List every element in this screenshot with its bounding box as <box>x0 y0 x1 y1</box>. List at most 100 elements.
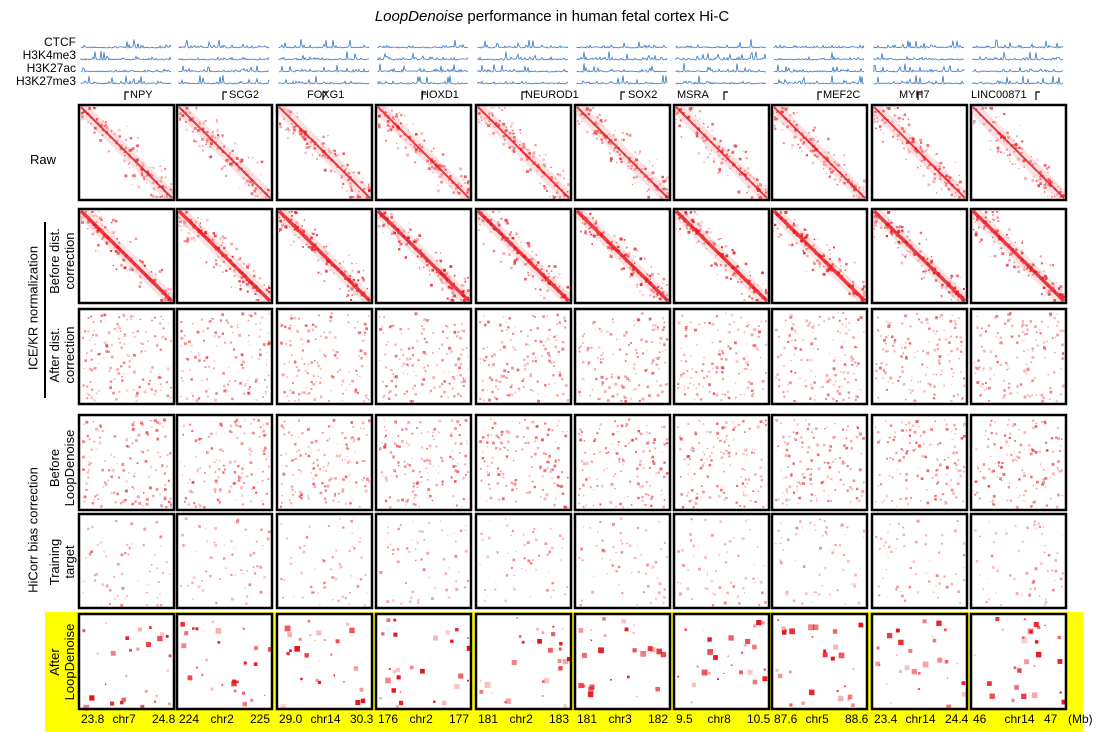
contact-pixel <box>314 474 318 477</box>
contact-pixel <box>441 483 444 486</box>
contact-pixel <box>1009 318 1012 320</box>
contact-pixel <box>291 225 293 227</box>
contact-pixel <box>364 489 368 493</box>
contact-pixel <box>333 272 335 274</box>
contact-pixel <box>739 272 741 274</box>
contact-pixel <box>828 265 831 267</box>
gene-label-msra: MSRA <box>677 89 709 101</box>
contact-pixel <box>213 488 217 491</box>
contact-pixel <box>414 248 416 251</box>
contact-pixel <box>1041 400 1044 403</box>
contact-pixel <box>437 167 441 171</box>
contact-pixel <box>1053 317 1056 320</box>
contact-pixel <box>857 196 861 199</box>
contact-pixel <box>597 123 599 125</box>
contact-pixel <box>726 149 730 152</box>
contact-pixel <box>407 130 409 132</box>
contact-pixel <box>179 220 182 224</box>
contact-pixel <box>904 255 907 258</box>
contact-pixel <box>705 139 708 141</box>
contact-pixel <box>1042 396 1045 400</box>
contact-pixel <box>1049 314 1053 317</box>
contact-pixel <box>640 338 643 342</box>
contact-pixel <box>610 135 612 137</box>
contact-pixel <box>597 398 600 401</box>
contact-pixel <box>142 262 144 265</box>
contact-pixel <box>329 316 333 319</box>
contact-pixel <box>556 182 559 184</box>
contact-pixel <box>909 250 912 253</box>
contact-pixel <box>905 355 908 358</box>
contact-pixel <box>390 475 392 477</box>
contact-pixel <box>827 151 831 155</box>
contact-pixel <box>267 455 269 457</box>
contact-pixel <box>424 369 427 372</box>
contact-pixel <box>478 112 481 115</box>
contact-pixel <box>976 315 979 318</box>
contact-pixel <box>749 275 751 277</box>
contact-pixel <box>341 186 343 188</box>
contact-pixel <box>921 264 923 267</box>
track-ctcf-linc00871 <box>972 39 1063 49</box>
contact-pixel <box>661 328 665 332</box>
contact-pixel <box>320 377 322 379</box>
contact-pixel <box>197 397 201 400</box>
contact-pixel <box>936 274 939 277</box>
contact-pixel <box>760 357 762 359</box>
contact-pixel <box>1044 274 1047 278</box>
contact-pixel <box>679 228 681 230</box>
contact-pixel <box>838 319 841 322</box>
contact-pixel <box>1060 289 1063 292</box>
contact-pixel <box>161 269 164 271</box>
track-h3k4me3-hoxd1 <box>377 52 469 61</box>
contact-pixel <box>546 289 550 293</box>
contact-pixel <box>384 394 386 396</box>
contact-pixel <box>960 292 962 295</box>
contact-pixel <box>756 299 759 302</box>
contact-pixel <box>939 173 942 177</box>
contact-pixel <box>430 158 434 161</box>
contact-pixel <box>383 107 385 109</box>
contact-pixel <box>761 271 764 275</box>
contact-pixel <box>562 392 565 395</box>
contact-pixel <box>983 122 986 126</box>
track-h3k27ac-myh7 <box>873 63 965 73</box>
contact-pixel <box>992 121 994 123</box>
contact-pixel <box>765 320 767 323</box>
contact-pixel <box>199 121 201 123</box>
contact-pixel <box>506 329 508 331</box>
contact-pixel <box>602 134 605 137</box>
contact-pixel <box>338 492 340 495</box>
contact-pixel <box>1019 260 1022 262</box>
contact-pixel <box>312 482 315 486</box>
contact-pixel <box>548 196 550 197</box>
contact-pixel <box>690 328 692 330</box>
contact-pixel <box>607 140 610 143</box>
contact-pixel <box>636 169 638 171</box>
heatmap-bg <box>376 309 471 404</box>
contact-pixel <box>319 381 322 384</box>
contact-pixel <box>328 260 331 263</box>
contact-pixel <box>97 244 100 247</box>
contact-pixel <box>702 333 704 335</box>
contact-pixel <box>396 444 399 448</box>
contact-pixel <box>875 363 878 365</box>
contact-pixel <box>95 221 98 224</box>
contact-pixel <box>596 137 598 140</box>
contact-pixel <box>101 134 104 137</box>
contact-pixel <box>342 478 345 481</box>
gene-arrow-foxg1 <box>322 91 327 100</box>
contact-pixel <box>112 218 115 222</box>
contact-pixel <box>813 248 817 251</box>
contact-pixel <box>433 266 436 269</box>
contact-pixel <box>1060 196 1062 198</box>
contact-pixel <box>902 352 905 355</box>
contact-pixel <box>748 190 750 192</box>
contact-pixel <box>122 314 126 317</box>
contact-pixel <box>933 167 937 170</box>
contact-pixel <box>588 231 591 233</box>
contact-pixel <box>313 485 317 488</box>
contact-pixel <box>899 236 901 238</box>
contact-pixel <box>153 419 157 423</box>
contact-pixel <box>661 350 664 353</box>
